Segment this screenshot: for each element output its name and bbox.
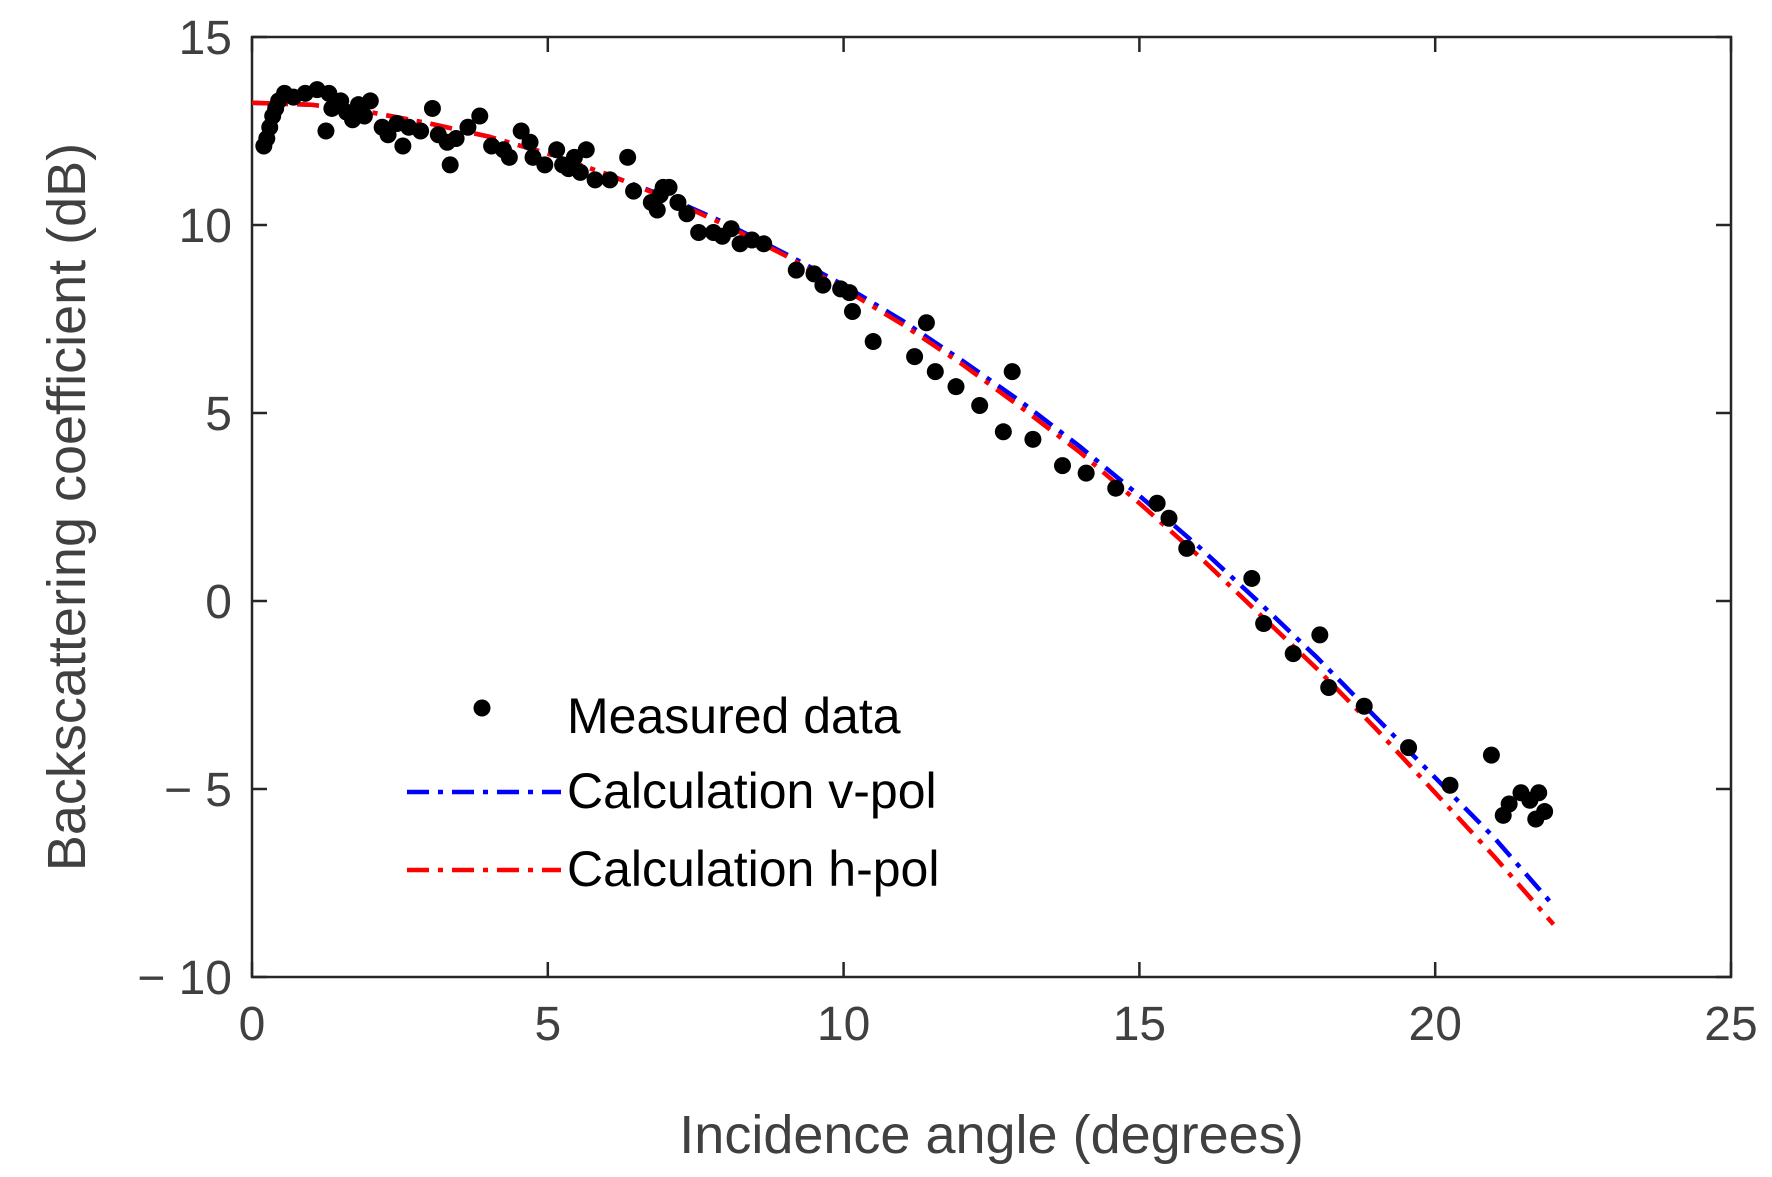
series-1-point bbox=[536, 156, 554, 174]
series-1-point bbox=[1284, 645, 1302, 663]
y-tick-label: 15 bbox=[179, 12, 232, 65]
series-1-point bbox=[548, 141, 566, 159]
series-1-point bbox=[459, 118, 477, 136]
series-1-point bbox=[447, 130, 465, 148]
series-1-point bbox=[521, 133, 539, 151]
series-1-point bbox=[1355, 697, 1373, 715]
y-tick-label: 5 bbox=[205, 388, 232, 441]
series-1-point bbox=[648, 201, 666, 219]
x-tick-label: 15 bbox=[1113, 998, 1166, 1051]
x-axis-title: Incidence angle (degrees) bbox=[679, 1105, 1303, 1165]
y-axis-title: Backscattering coefficient (dB) bbox=[37, 143, 97, 871]
series-1-point bbox=[1320, 678, 1338, 696]
series-1-point bbox=[1148, 494, 1166, 512]
series-1-point bbox=[571, 163, 589, 181]
series-1-point bbox=[625, 182, 643, 200]
series-1-point bbox=[394, 137, 412, 155]
legend-item-1-swatch bbox=[473, 699, 491, 717]
y-tick-label: 10 bbox=[179, 200, 232, 253]
series-1-point bbox=[1311, 626, 1329, 644]
series-1-point bbox=[361, 92, 379, 110]
series-2-line bbox=[251, 100, 1556, 908]
series-1-point bbox=[678, 205, 696, 223]
y-tick-label: 0 bbox=[205, 576, 232, 629]
series-1-point bbox=[1441, 776, 1459, 794]
series-1-point bbox=[1536, 803, 1554, 821]
series-1-point bbox=[947, 378, 965, 396]
legend: Measured data Calculation v-pol Calculatio… bbox=[407, 688, 939, 897]
series-1-point bbox=[355, 107, 373, 125]
series-1-point bbox=[1530, 784, 1548, 802]
series-1-point bbox=[1243, 569, 1261, 587]
series-1-point bbox=[1482, 746, 1500, 764]
series-1-point bbox=[722, 220, 740, 238]
series-1-point bbox=[1003, 363, 1021, 381]
series-1-point bbox=[317, 122, 335, 140]
series-1-point bbox=[926, 363, 944, 381]
x-tick-label: 5 bbox=[534, 998, 561, 1051]
series-1-point bbox=[906, 348, 924, 366]
series-points bbox=[255, 81, 1554, 828]
series-1-point bbox=[1053, 457, 1071, 475]
series-1-point bbox=[471, 107, 489, 125]
series-1-point bbox=[1077, 464, 1095, 482]
series-1-point bbox=[423, 99, 441, 117]
series-1-point bbox=[971, 396, 989, 414]
series-1-point bbox=[864, 333, 882, 351]
series-1-point bbox=[577, 141, 595, 159]
series-1-point bbox=[1400, 739, 1418, 757]
series-1-point bbox=[1160, 509, 1178, 527]
series-1-point bbox=[441, 156, 459, 174]
x-tick-label: 10 bbox=[817, 998, 870, 1051]
series-1-point bbox=[1255, 615, 1273, 633]
series-1-point bbox=[755, 235, 773, 253]
series-1-point bbox=[586, 171, 604, 189]
series-1-point bbox=[843, 302, 861, 320]
series-1-point bbox=[690, 224, 708, 242]
x-tick-label: 20 bbox=[1409, 998, 1462, 1051]
x-tick-label: 0 bbox=[239, 998, 266, 1051]
series-1-point bbox=[994, 423, 1012, 441]
series-1-point bbox=[917, 314, 935, 332]
series-1-point bbox=[1107, 479, 1125, 497]
y-tick-label: − 10 bbox=[137, 952, 232, 1005]
legend-item-3-label: Calculation h-pol bbox=[567, 841, 939, 897]
y-tick-label: − 5 bbox=[164, 764, 232, 817]
series-1-point bbox=[1024, 430, 1042, 448]
series-1-point bbox=[601, 171, 619, 189]
series-1-point bbox=[619, 148, 637, 166]
series-1-point bbox=[412, 122, 430, 140]
axis-ticks bbox=[250, 35, 1733, 979]
series-1-point bbox=[1500, 795, 1518, 813]
series-1-point bbox=[1178, 539, 1196, 557]
series-1-point bbox=[787, 261, 805, 279]
legend-item-1-label: Measured data bbox=[567, 688, 901, 744]
tick-labels: 0 5 10 15 20 25 − 10 − 5 0 5 10 15 bbox=[137, 12, 1757, 1051]
plot-frame bbox=[250, 35, 1733, 979]
series-1-point bbox=[841, 284, 859, 302]
legend-item-2-label: Calculation v-pol bbox=[567, 763, 937, 819]
x-tick-label: 25 bbox=[1704, 998, 1757, 1051]
series-1-point bbox=[660, 178, 678, 196]
plot-area bbox=[250, 35, 1733, 979]
series-1-point bbox=[814, 276, 832, 294]
series-1-point bbox=[500, 148, 518, 166]
